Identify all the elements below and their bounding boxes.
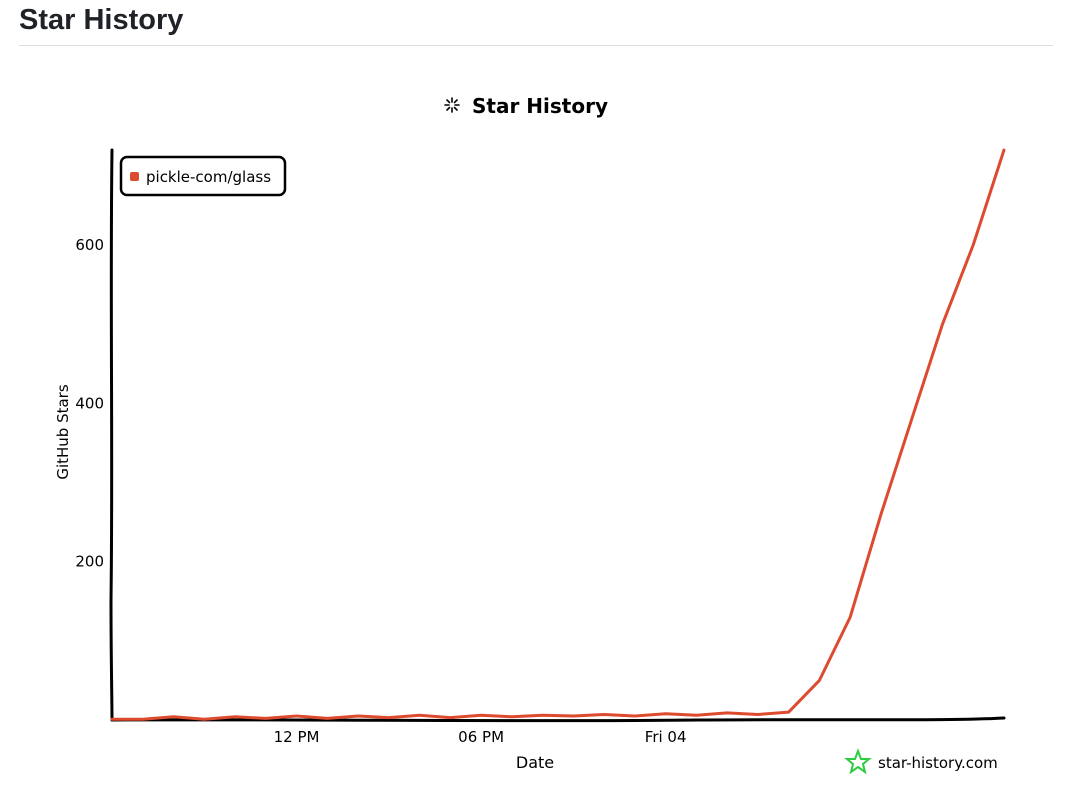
legend-label: pickle-com/glass	[146, 168, 271, 186]
y-axis-ticks: 200 400 600	[75, 236, 104, 571]
sparkle-icon	[444, 97, 460, 113]
y-tick-label: 400	[75, 394, 104, 412]
y-axis-label: GitHub Stars	[54, 384, 72, 480]
legend-box	[119, 155, 287, 197]
heading-divider	[19, 45, 1053, 46]
y-axis-line	[109, 148, 114, 722]
x-tick-label: Fri 04	[645, 728, 687, 746]
series-line-pickle-com-glass	[110, 148, 1006, 721]
star-outline-icon	[844, 748, 872, 775]
x-axis-line	[110, 716, 1006, 723]
x-axis-label: Date	[516, 753, 554, 772]
y-tick-label: 600	[75, 236, 104, 254]
y-tick-label: 200	[75, 553, 104, 571]
page-title: Star History	[19, 4, 184, 36]
watermark: star-history.com	[844, 748, 998, 775]
watermark-text: star-history.com	[878, 754, 998, 772]
legend: pickle-com/glass	[119, 155, 287, 197]
x-tick-label: 12 PM	[274, 728, 320, 746]
chart-title: Star History	[472, 94, 608, 118]
x-axis-ticks: 12 PM 06 PM Fri 04	[274, 728, 687, 746]
x-tick-label: 06 PM	[458, 728, 504, 746]
chart-title-group: Star History	[444, 94, 608, 118]
legend-swatch	[130, 172, 139, 181]
